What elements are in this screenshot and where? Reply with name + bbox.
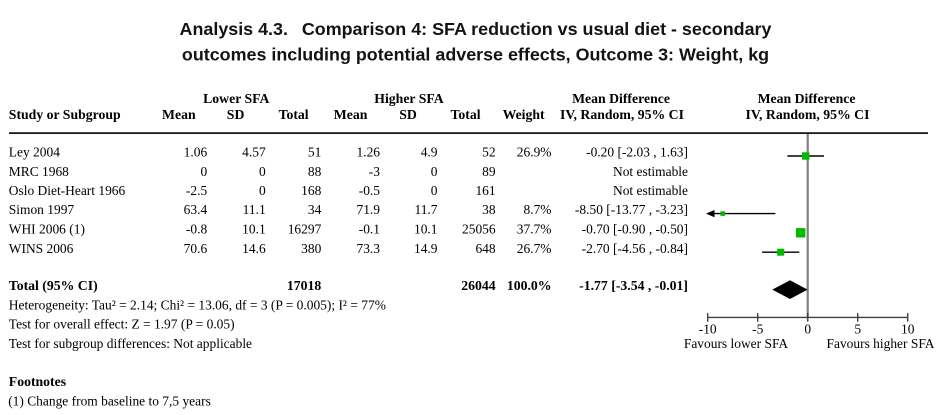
svg-text:26.9%: 26.9% xyxy=(517,145,552,160)
svg-text:Favours lower SFA: Favours lower SFA xyxy=(684,336,789,351)
svg-text:Mean: Mean xyxy=(162,107,196,122)
svg-text:SD: SD xyxy=(227,107,245,122)
svg-text:Study or Subgroup: Study or Subgroup xyxy=(9,107,121,122)
svg-text:Ley 2004: Ley 2004 xyxy=(9,145,60,160)
svg-text:-0.8: -0.8 xyxy=(186,221,208,236)
svg-text:11.7: 11.7 xyxy=(414,202,437,217)
svg-text:Mean Difference: Mean Difference xyxy=(572,91,670,106)
svg-text:MRC 1968: MRC 1968 xyxy=(9,164,69,179)
svg-text:10: 10 xyxy=(901,321,915,336)
svg-text:89: 89 xyxy=(482,164,496,179)
svg-text:1.06: 1.06 xyxy=(184,145,208,160)
svg-text:17018: 17018 xyxy=(287,278,322,293)
svg-text:34: 34 xyxy=(308,202,322,217)
svg-text:11.1: 11.1 xyxy=(243,202,266,217)
svg-text:Total (95% CI): Total (95% CI) xyxy=(9,278,98,294)
svg-text:outcomes including potential a: outcomes including potential adverse eff… xyxy=(182,44,769,64)
svg-text:-2.70 [-4.56 , -0.84]: -2.70 [-4.56 , -0.84] xyxy=(582,241,688,256)
svg-text:-10: -10 xyxy=(699,321,717,336)
svg-text:Test for overall effect: Z = 1: Test for overall effect: Z = 1.97 (P = 0… xyxy=(9,317,235,332)
svg-text:Simon 1997: Simon 1997 xyxy=(9,202,75,217)
svg-text:88: 88 xyxy=(308,164,322,179)
svg-text:63.4: 63.4 xyxy=(184,202,208,217)
svg-text:1.26: 1.26 xyxy=(356,145,380,160)
svg-text:-3: -3 xyxy=(369,164,380,179)
svg-text:Total: Total xyxy=(450,107,480,122)
svg-text:73.3: 73.3 xyxy=(356,241,380,256)
svg-text:0: 0 xyxy=(431,164,438,179)
svg-text:Mean Difference: Mean Difference xyxy=(758,91,856,106)
svg-text:4.57: 4.57 xyxy=(242,145,266,160)
svg-text:IV, Random, 95% CI: IV, Random, 95% CI xyxy=(746,107,870,122)
svg-text:5: 5 xyxy=(854,321,861,336)
svg-text:8.7%: 8.7% xyxy=(524,202,552,217)
svg-text:10.1: 10.1 xyxy=(242,221,266,236)
svg-text:52: 52 xyxy=(482,145,495,160)
svg-text:Footnotes: Footnotes xyxy=(9,374,67,389)
svg-text:-8.50 [-13.77 , -3.23]: -8.50 [-13.77 , -3.23] xyxy=(575,202,688,217)
svg-text:0: 0 xyxy=(259,183,266,198)
svg-text:10.1: 10.1 xyxy=(414,221,438,236)
svg-text:Total: Total xyxy=(279,107,309,122)
svg-text:-0.70 [-0.90 , -0.50]: -0.70 [-0.90 , -0.50] xyxy=(582,221,688,236)
svg-text:Favours higher SFA: Favours higher SFA xyxy=(827,336,935,351)
svg-text:-0.20 [-2.03 , 1.63]: -0.20 [-2.03 , 1.63] xyxy=(586,145,688,160)
svg-text:Not estimable: Not estimable xyxy=(613,164,688,179)
svg-text:IV, Random, 95% CI: IV, Random, 95% CI xyxy=(560,107,684,122)
svg-text:70.6: 70.6 xyxy=(184,241,208,256)
svg-text:0: 0 xyxy=(804,321,811,336)
svg-text:0: 0 xyxy=(200,164,207,179)
svg-text:26044: 26044 xyxy=(461,278,496,293)
svg-text:37.7%: 37.7% xyxy=(517,221,552,236)
svg-text:Mean: Mean xyxy=(334,107,368,122)
svg-text:26.7%: 26.7% xyxy=(517,241,552,256)
svg-text:16297: 16297 xyxy=(288,221,322,236)
svg-text:14.6: 14.6 xyxy=(242,241,266,256)
svg-text:648: 648 xyxy=(475,241,495,256)
svg-text:0: 0 xyxy=(431,183,438,198)
svg-text:25056: 25056 xyxy=(462,221,496,236)
svg-text:-2.5: -2.5 xyxy=(186,183,208,198)
svg-text:380: 380 xyxy=(301,241,321,256)
svg-text:-1.77 [-3.54 , -0.01]: -1.77 [-3.54 , -0.01] xyxy=(579,278,688,293)
svg-text:14.9: 14.9 xyxy=(414,241,438,256)
svg-text:Lower SFA: Lower SFA xyxy=(203,91,269,106)
svg-text:-0.1: -0.1 xyxy=(359,221,380,236)
svg-text:WINS 2006: WINS 2006 xyxy=(9,241,74,256)
svg-text:4.9: 4.9 xyxy=(421,145,438,160)
svg-text:SD: SD xyxy=(399,107,417,122)
svg-text:0: 0 xyxy=(259,164,266,179)
svg-text:Heterogeneity: Tau² = 2.14; Ch: Heterogeneity: Tau² = 2.14; Chi² = 13.06… xyxy=(9,297,386,312)
svg-text:161: 161 xyxy=(475,183,495,198)
svg-text:-0.5: -0.5 xyxy=(359,183,381,198)
svg-text:Test for subgroup differences:: Test for subgroup differences: Not appli… xyxy=(9,336,252,351)
svg-text:WHI 2006 (1): WHI 2006 (1) xyxy=(9,221,85,236)
svg-text:Oslo Diet-Heart 1966: Oslo Diet-Heart 1966 xyxy=(9,183,126,198)
svg-text:Weight: Weight xyxy=(503,107,545,122)
svg-text:Analysis 4.3. Comparison 4: S: Analysis 4.3. Comparison 4: SFA reductio… xyxy=(180,19,772,39)
svg-text:(1) Change from baseline to 7,: (1) Change from baseline to 7,5 years xyxy=(8,393,211,408)
svg-text:-5: -5 xyxy=(752,321,763,336)
svg-text:Not estimable: Not estimable xyxy=(613,183,688,198)
svg-text:168: 168 xyxy=(301,183,321,198)
svg-text:38: 38 xyxy=(482,202,496,217)
svg-text:100.0%: 100.0% xyxy=(507,278,552,293)
svg-text:51: 51 xyxy=(308,145,321,160)
svg-text:Higher SFA: Higher SFA xyxy=(374,91,443,106)
svg-text:71.9: 71.9 xyxy=(356,202,380,217)
